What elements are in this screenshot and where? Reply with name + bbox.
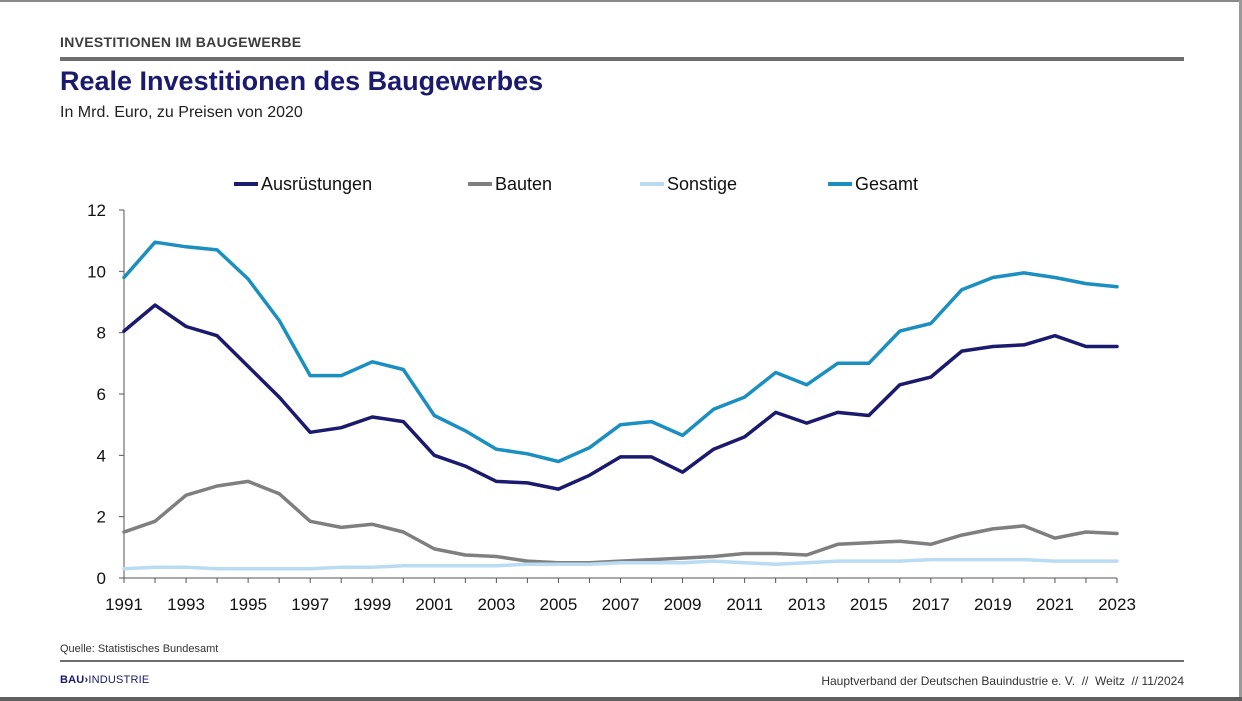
x-tick-label: 2001: [415, 595, 453, 614]
x-tick-label: 2021: [1036, 595, 1074, 614]
series-line-4: [122, 240, 1119, 464]
legend-label-4: Gesamt: [855, 174, 918, 194]
bauindustrie-logo: BAU›INDUSTRIE: [60, 674, 149, 686]
footer-credit: Hauptverband der Deutschen Bauindustrie …: [821, 674, 1184, 688]
x-tick-label: 2011: [726, 595, 763, 614]
x-tick-label: 2017: [912, 595, 950, 614]
x-tick-label: 2007: [602, 595, 640, 614]
chart-subtitle: In Mrd. Euro, zu Preisen von 2020: [60, 104, 303, 121]
x-tick-label: 1997: [291, 595, 329, 614]
logo-separator: ›: [84, 674, 89, 686]
series-line-1: [122, 303, 1119, 491]
logo-bold-text: BAU: [60, 674, 85, 686]
y-tick-label: 4: [97, 446, 106, 465]
y-tick-label: 0: [97, 569, 106, 588]
frame-right-border: [1239, 0, 1242, 701]
x-tick-label: 2005: [540, 595, 578, 614]
section-label: INVESTITIONEN IM BAUGEWERBE: [60, 34, 302, 50]
series-line-2: [122, 479, 1119, 565]
logo-text: INDUSTRIE: [88, 674, 150, 686]
frame-bottom-border: [0, 697, 1242, 701]
legend-label-3: Sonstige: [667, 174, 737, 194]
x-tick-label: 2023: [1098, 595, 1136, 614]
x-tick-label: 2015: [850, 595, 888, 614]
legend-label-2: Bauten: [495, 174, 552, 194]
x-tick-label: 2013: [788, 595, 826, 614]
x-tick-label: 1995: [229, 595, 267, 614]
x-tick-label: 2019: [974, 595, 1012, 614]
footer-divider: [60, 660, 1184, 662]
series-line-3: [122, 557, 1119, 571]
frame-top-border: [0, 0, 1242, 2]
source-note: Quelle: Statistisches Bundesamt: [60, 643, 219, 655]
x-tick-label: 2009: [664, 595, 702, 614]
legend-label-1: Ausrüstungen: [261, 174, 372, 194]
y-tick-label: 8: [97, 324, 106, 343]
chart-title: Reale Investitionen des Baugewerbes: [60, 66, 544, 96]
y-tick-label: 2: [97, 508, 106, 527]
y-tick-label: 12: [87, 201, 106, 220]
x-tick-label: 1993: [167, 595, 205, 614]
x-tick-label: 1991: [105, 595, 143, 614]
x-tick-label: 2003: [477, 595, 515, 614]
y-tick-label: 6: [97, 385, 106, 404]
y-tick-label: 10: [87, 262, 106, 281]
header-divider: [60, 57, 1184, 61]
x-tick-label: 1999: [353, 595, 391, 614]
